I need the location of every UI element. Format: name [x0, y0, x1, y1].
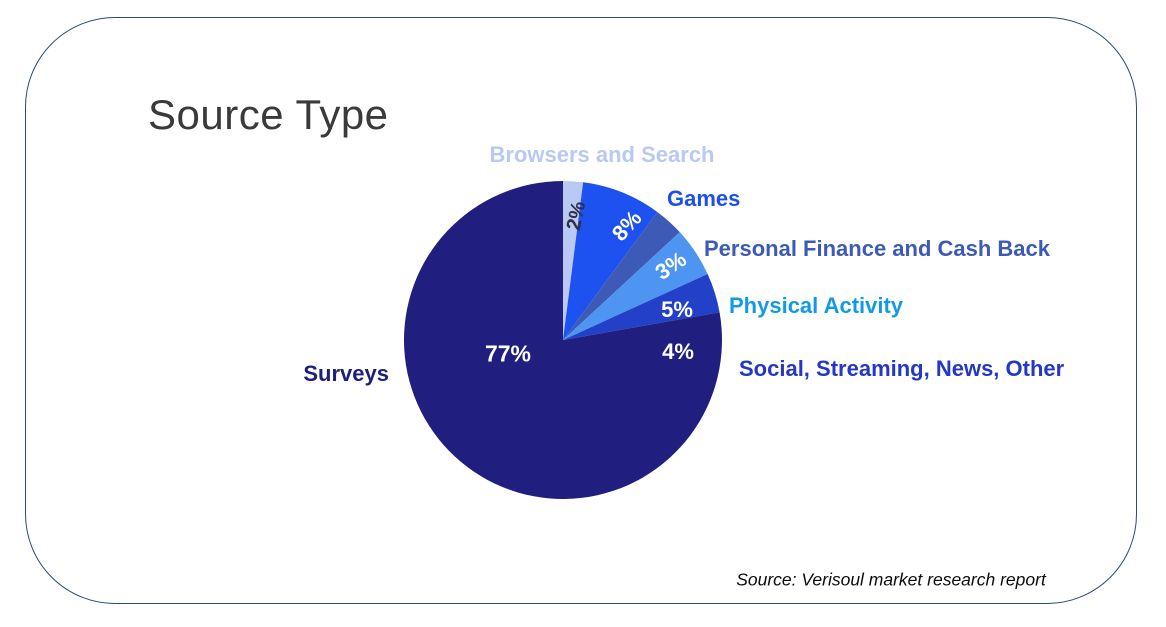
- pie-slice-3: [563, 232, 708, 340]
- pie-slice-0: [563, 181, 584, 340]
- slice-label-browsers-and-search: Browsers and Search: [489, 142, 715, 167]
- chart-title: Source Type: [148, 91, 389, 138]
- slice-label-games: Games: [667, 186, 741, 211]
- pie-slice-2: [563, 211, 680, 340]
- slice-label-social-streaming: Social, Streaming, News, Other: [739, 356, 1065, 381]
- pie-chart: [403, 181, 722, 499]
- pie-chart-area: 2% 8% 3% 5% 4% 77%: [403, 180, 723, 500]
- source-note: Source: Verisoul market research report: [736, 569, 1046, 590]
- slice-label-physical-activity: Physical Activity: [729, 293, 904, 318]
- pie-slice-1: [563, 182, 658, 340]
- slice-label-personal-finance: Personal Finance and Cash Back: [704, 236, 1051, 261]
- pie-slice-4: [563, 273, 720, 340]
- slice-label-surveys: Surveys: [303, 361, 389, 386]
- pie-slice-5: [403, 181, 722, 499]
- chart-card: Source Type 2% 8% 3% 5% 4% 77% Browsers …: [25, 17, 1137, 604]
